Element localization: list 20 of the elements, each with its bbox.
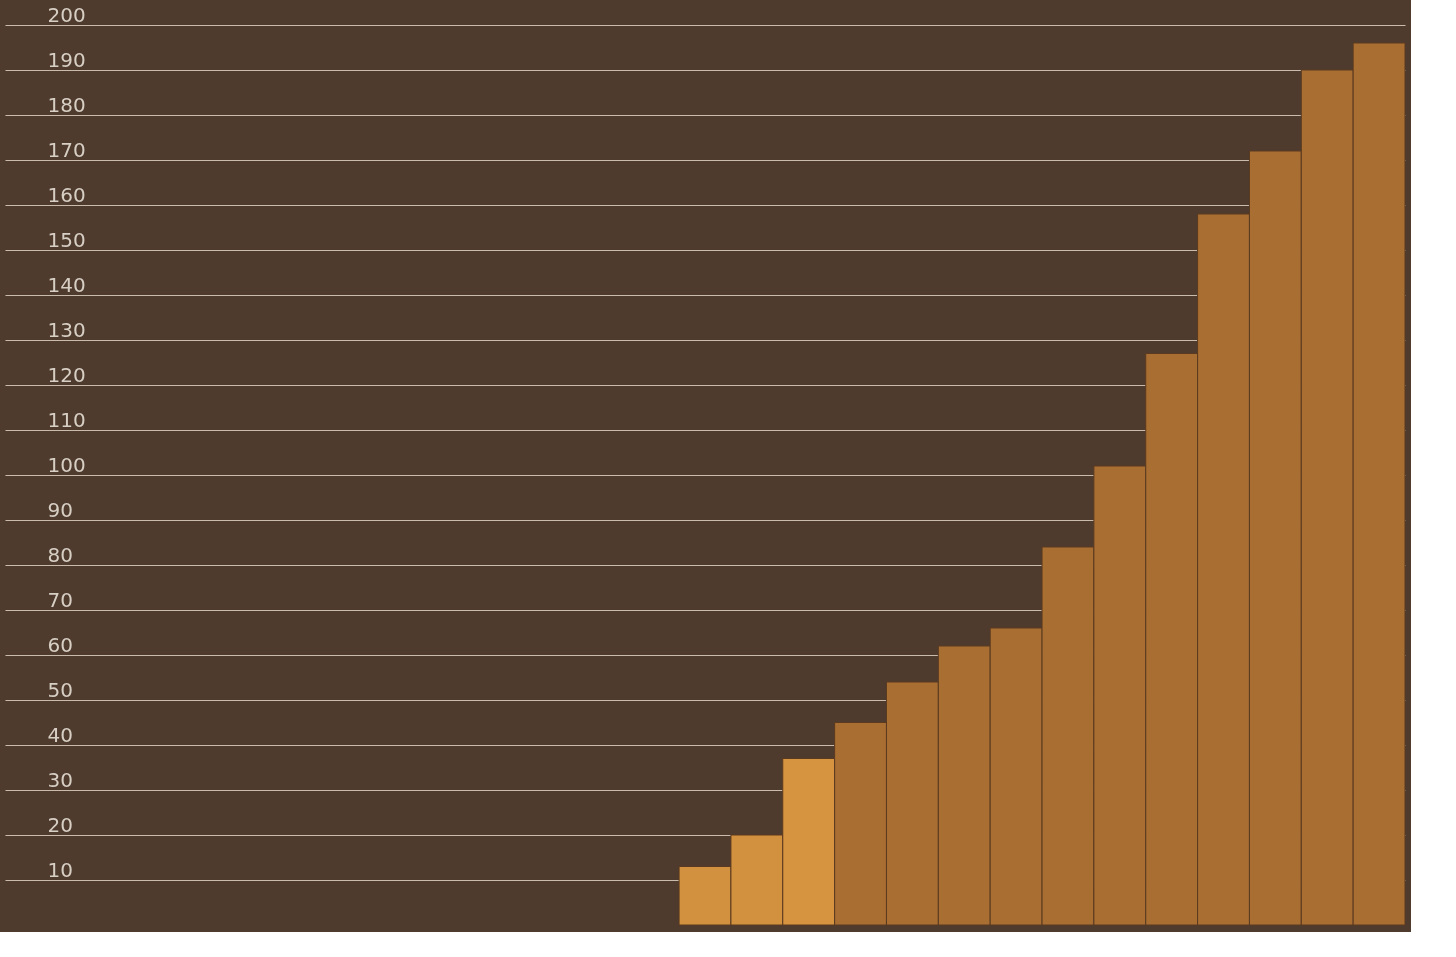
y-tick-label: 150 <box>47 227 86 252</box>
y-tick-label: 190 <box>47 47 86 72</box>
y-tick-label: 60 <box>47 632 73 657</box>
y-tick-label: 80 <box>47 542 73 567</box>
y-tick-label: 130 <box>47 317 86 342</box>
y-tick-label: 110 <box>47 407 86 432</box>
y-tick-label: 140 <box>47 272 86 297</box>
y-tick-label: 100 <box>47 452 86 477</box>
y-tick-label: 200 <box>47 2 86 27</box>
y-tick-label: 70 <box>47 587 73 612</box>
y-tick-label: 120 <box>47 362 86 387</box>
y-tick-label: 20 <box>47 812 73 837</box>
y-tick-label: 170 <box>47 137 86 162</box>
y-tick-label: 10 <box>47 857 73 882</box>
y-tick-label: 160 <box>47 182 86 207</box>
y-tick-label: 180 <box>47 92 86 117</box>
y-tick-label: 50 <box>47 677 73 702</box>
y-tick-label: 90 <box>47 497 73 522</box>
y-tick-label: 40 <box>47 722 73 747</box>
y-tick-label: 30 <box>47 767 73 792</box>
